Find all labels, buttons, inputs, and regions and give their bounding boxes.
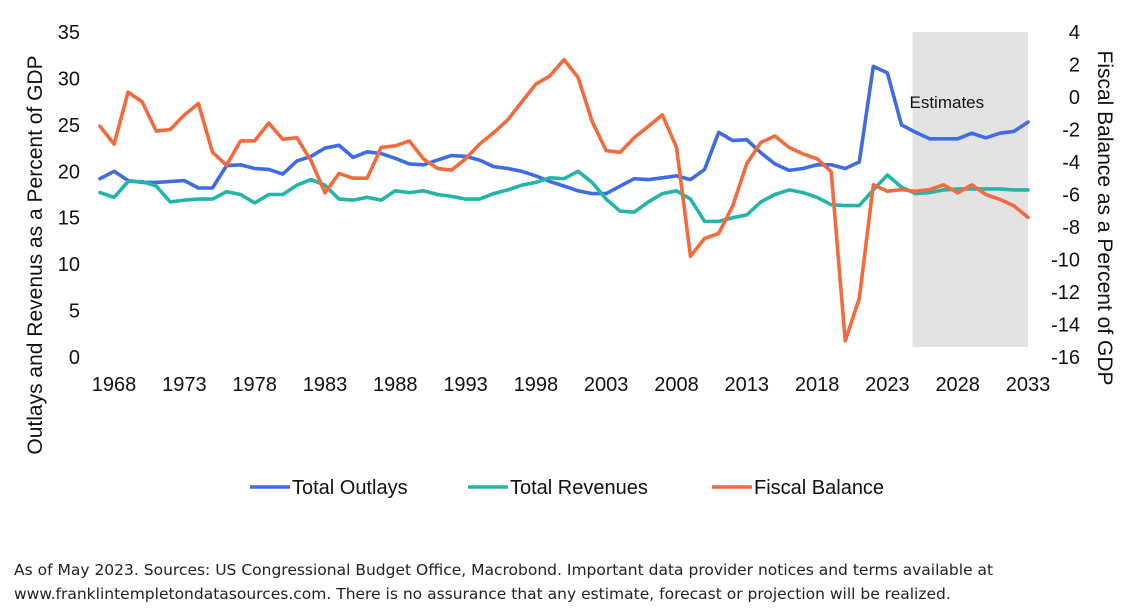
y-tick-label: 10: [58, 254, 80, 276]
x-tick-label: 1968: [92, 374, 137, 396]
x-tick-label: 2018: [795, 374, 840, 396]
y2-tick-label: 0: [1069, 87, 1080, 109]
y2-tick-label: -14: [1051, 315, 1080, 337]
x-tick-label: 1998: [514, 374, 559, 396]
legend-label: Fiscal Balance: [754, 477, 884, 499]
x-tick-label: 1973: [162, 374, 207, 396]
y2-tick-label: -10: [1051, 250, 1080, 272]
y2-tick-label: -4: [1062, 152, 1080, 174]
legend-label: Total Outlays: [292, 477, 408, 499]
footnote-line-1: As of May 2023. Sources: US Congressiona…: [14, 561, 994, 579]
y-axis-left-title: Outlays and Revenus as a Percent of GDP: [24, 55, 47, 454]
footnote-line-2: www.franklintempletondatasources.com. Th…: [14, 585, 951, 603]
series-line-total-outlays: [98, 64, 1030, 196]
y2-tick-label: 2: [1069, 55, 1080, 77]
y2-tick-label: -8: [1062, 217, 1080, 239]
x-tick-label: 2028: [935, 374, 980, 396]
x-tick-label: 2013: [725, 374, 770, 396]
y2-tick-label: 4: [1069, 22, 1080, 44]
x-tick-label: 2003: [584, 374, 629, 396]
y2-tick-label: -6: [1062, 185, 1080, 207]
estimates-label: Estimates: [910, 93, 985, 112]
series-line-fiscal-balance: [98, 57, 1030, 343]
series-layer: [98, 57, 1030, 343]
x-tick-label: 2008: [654, 374, 699, 396]
x-tick-label: 1978: [232, 374, 277, 396]
x-tick-label: 1993: [443, 374, 488, 396]
x-tick-label: 2033: [1006, 374, 1051, 396]
y-tick-label: 15: [58, 208, 80, 230]
y-tick-label: 20: [58, 161, 80, 183]
y-axis-left-tick-labels: 0 5 10 15 20 25 30 35: [58, 22, 80, 369]
y2-tick-label: -12: [1051, 282, 1080, 304]
y-tick-label: 35: [58, 22, 80, 44]
y-axis-right-title: Fiscal Balance as a Percent of GDP: [1093, 51, 1116, 386]
x-axis-tick-labels: 1968 1973 1978 1983 1988 1993 1998 2003 2008 2013…: [92, 374, 1050, 396]
y2-tick-label: -2: [1062, 120, 1080, 142]
y-tick-label: 30: [58, 68, 80, 90]
y-tick-label: 25: [58, 115, 80, 137]
series-line-total-revenues: [98, 169, 1030, 224]
legend: Total Outlays Total Revenues Fiscal Balanc…: [250, 477, 884, 499]
legend-label: Total Revenues: [510, 477, 648, 499]
x-tick-label: 1983: [303, 374, 348, 396]
x-tick-label: 2023: [865, 374, 910, 396]
y-tick-label: 5: [69, 301, 80, 323]
chart-svg: Estimates 1968 1973 1978 1983 1988 1993 1998 20…: [24, 22, 1116, 499]
y-axis-right-tick-labels: -16 -14 -12 -10 -8 -6 -4 -2 0 2 4: [1051, 22, 1080, 369]
y-tick-label: 0: [69, 347, 80, 369]
x-tick-label: 1988: [373, 374, 418, 396]
y2-tick-label: -16: [1051, 347, 1080, 369]
source-footnote: As of May 2023. Sources: US Congressiona…: [14, 558, 1124, 606]
